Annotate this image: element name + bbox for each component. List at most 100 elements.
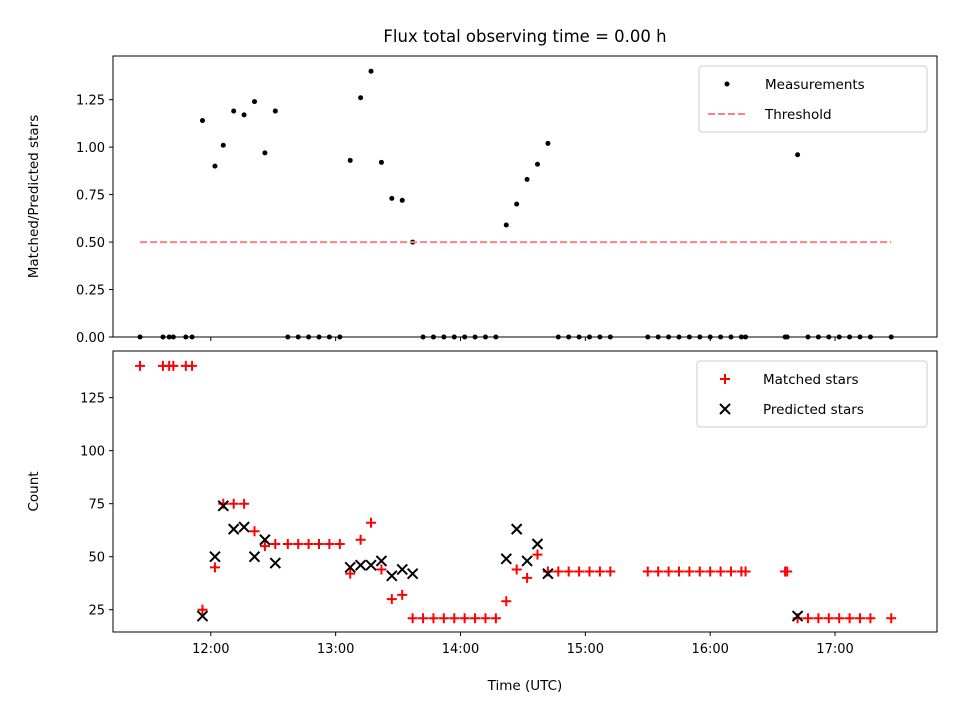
measurement-point [160,334,166,340]
measurement-point [718,334,724,340]
measurement-point [676,334,682,340]
x-axis-label: Time (UTC) [487,678,563,694]
data-layer [135,360,897,624]
matched-star-marker [249,526,260,537]
measurement-point [358,95,364,101]
predicted-star-marker [375,555,388,567]
matched-star-marker [522,572,533,583]
y-tick-label: 0.50 [76,236,105,251]
measurement-point [815,334,821,340]
measurement-point [655,334,661,340]
predicted-star-marker [500,553,512,565]
matched-star-marker [282,538,293,549]
predicted-star-marker [259,534,271,546]
measurement-point [576,334,582,340]
x-tick-label: 13:00 [317,642,354,657]
matched-star-marker [532,549,543,560]
matched-star-marker [715,566,726,577]
measurement-point [888,334,894,340]
measurement-point [241,112,247,118]
matched-star-marker [355,534,366,545]
matched-star-marker [584,566,595,577]
matched-star-marker [303,538,314,549]
matched-star-marker [782,566,793,577]
matched-star-marker [449,613,460,624]
matched-star-marker [386,594,397,605]
measurement-point [262,150,268,156]
predicted-star-marker [406,567,419,580]
predicted-star-marker [386,570,398,582]
measurement-point [199,118,205,124]
measurement-point [399,197,405,203]
predicted-star-marker [354,559,367,571]
matched-star-marker [740,566,751,577]
matched-star-marker [511,564,522,575]
measurement-point [220,142,226,148]
legend-label: Threshold [764,107,832,123]
matched-star-marker [418,613,429,624]
predicted-star-marker [531,538,544,550]
x-tick-label: 17:00 [816,642,853,657]
measurement-point [534,161,540,167]
y-tick-label: 125 [80,392,105,407]
matched-star-marker [553,566,564,577]
measurement-point [555,334,561,340]
matched-star-marker [314,538,324,549]
y-tick-label: 0.25 [76,284,105,299]
measurement-point [482,334,488,340]
matched-star-marker [197,604,208,615]
measurement-point [566,334,572,340]
matched-star-marker [813,613,824,624]
matched-star-marker [663,566,674,577]
measurement-point [462,334,468,340]
matched-star-marker [574,566,585,577]
measurement-point [212,163,218,169]
matched-star-marker [376,564,387,575]
measurement-point [420,334,426,340]
measurement-point [847,334,853,340]
measurement-point [378,159,384,165]
matched-star-marker [428,613,439,624]
measurement-point [316,334,322,340]
legend-box [698,65,928,133]
matched-star-marker [397,589,408,600]
y-tick-label: 0.00 [76,331,105,346]
measurement-point [272,108,278,114]
matched-star-marker [270,538,281,549]
x-tick-label: 15:00 [567,642,604,657]
matched-star-marker [438,613,449,624]
measurement-point [666,334,672,340]
measurement-point [805,334,811,340]
measurement-point [189,334,195,340]
measurement-point [857,334,863,340]
matched-star-marker [501,596,512,607]
y-tick-label: 25 [88,604,105,619]
matched-star-marker [345,568,356,579]
predicted-star-marker [227,523,240,535]
measurement-point [326,334,332,340]
matched-star-marker [563,566,574,577]
matched-star-marker [209,562,220,573]
matched-star-marker [334,538,345,549]
measurement-point [826,334,832,340]
measurement-point [389,195,395,201]
y-axis-label: Count [26,471,42,511]
legend-predicted-swatch [719,403,731,415]
bottom-panel: 25 50 75 100 125 12:00 13:00 14:00 15:00 16:00 17:… [26,350,938,694]
matched-star-marker [823,613,834,624]
measurement-point [251,99,257,105]
measurement-point [514,201,520,207]
measurement-point [645,334,651,340]
y-tick-label: 100 [80,445,105,460]
measurement-point [430,334,436,340]
axes-frame [112,350,938,633]
measurement-point [451,334,457,340]
matched-star-marker [135,360,146,371]
top-panel: 0.00 0.25 0.50 0.75 1.00 1.25 Matched/Predicte… [26,55,938,346]
matched-star-marker [705,566,716,577]
measurement-point [337,334,343,340]
matched-star-marker [834,613,845,624]
y-tick-label: 0.75 [76,189,105,204]
matched-star-marker [865,613,876,624]
matched-star-marker [726,566,736,577]
